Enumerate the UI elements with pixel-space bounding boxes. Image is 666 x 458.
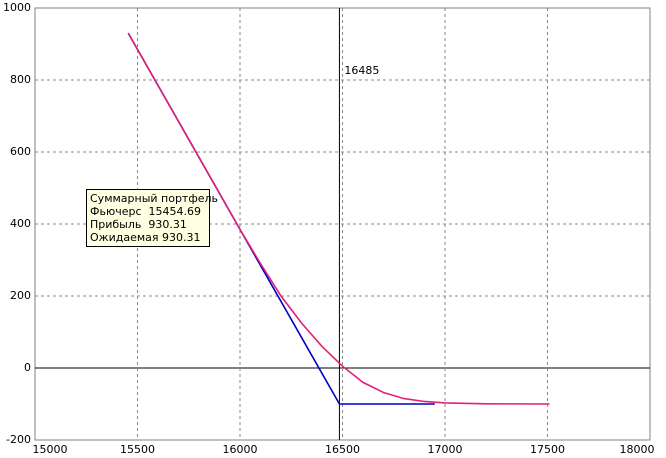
y-tick-label: 200: [10, 289, 31, 302]
y-tick-label: 800: [10, 73, 31, 86]
x-tick-label: 15000: [33, 443, 68, 456]
x-tick-label: 16500: [325, 443, 360, 456]
series-line: [127, 32, 550, 405]
y-tick-label: 400: [10, 217, 31, 230]
x-tick-label: 18000: [620, 443, 655, 456]
x-tick-label: 17500: [530, 443, 565, 456]
y-tick-label: 1000: [3, 1, 31, 14]
tooltip-line: Фьючерс 15454.69: [90, 205, 201, 218]
marker-label: 16485: [344, 64, 379, 77]
x-tick-label: 17000: [428, 443, 463, 456]
y-tick-label: -200: [6, 433, 31, 446]
tooltip-line: Суммарный портфель: [90, 192, 219, 205]
tooltip: Суммарный портфель Фьючерс 15454.69 Прибыл…: [86, 189, 219, 247]
tooltip-line: Прибыль 930.31: [90, 218, 187, 231]
x-tick-label: 16000: [223, 443, 258, 456]
tooltip-line: Ожидаемая 930.31: [90, 231, 201, 244]
y-tick-label: 0: [24, 361, 31, 374]
x-tick-label: 15500: [120, 443, 155, 456]
y-tick-label: 600: [10, 145, 31, 158]
